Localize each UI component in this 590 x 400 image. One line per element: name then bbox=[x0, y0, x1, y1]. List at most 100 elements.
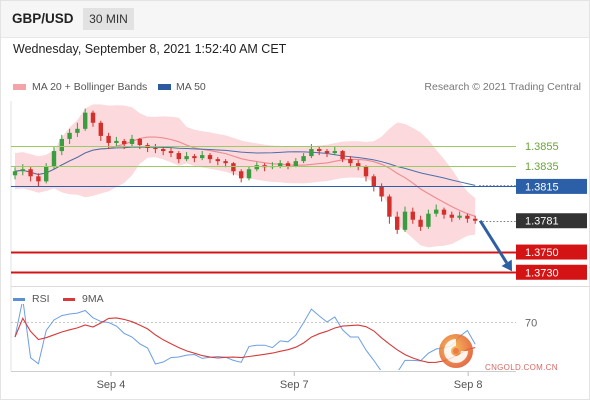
candle bbox=[192, 154, 197, 163]
rsi-legend-label: RSI bbox=[32, 293, 50, 305]
support-level-label: 1.3730 bbox=[525, 267, 559, 279]
resistance-level-label: 1.3855 bbox=[525, 141, 559, 153]
candle-body bbox=[239, 171, 244, 179]
candle bbox=[200, 151, 205, 161]
candle-body bbox=[285, 163, 291, 167]
candle bbox=[293, 158, 298, 168]
candle bbox=[59, 134, 64, 156]
candle bbox=[363, 165, 369, 182]
candle bbox=[387, 194, 392, 224]
candle bbox=[129, 134, 135, 146]
support-label-box bbox=[516, 264, 587, 280]
candle bbox=[215, 157, 220, 166]
candle-body bbox=[20, 169, 25, 172]
rsi-ma-line bbox=[14, 317, 476, 363]
candle bbox=[340, 150, 345, 163]
candle bbox=[434, 204, 439, 217]
candle-body bbox=[83, 112, 88, 129]
candle-body bbox=[449, 214, 454, 218]
candle-body bbox=[465, 215, 470, 219]
pivot-level-label: 1.3815 bbox=[525, 181, 559, 193]
pivot-label-box bbox=[516, 178, 587, 194]
resistance-level-label: 1.3835 bbox=[525, 161, 559, 173]
candle bbox=[231, 162, 236, 176]
candle-body bbox=[356, 163, 361, 167]
candle-body bbox=[168, 151, 174, 154]
symbol-title: GBP/USD bbox=[12, 11, 74, 26]
candle-body bbox=[106, 135, 111, 143]
candle bbox=[457, 211, 462, 220]
candle bbox=[176, 151, 181, 164]
candle bbox=[418, 215, 423, 231]
candle-body bbox=[28, 169, 33, 177]
candle-body bbox=[387, 196, 392, 217]
candle-body bbox=[332, 151, 337, 154]
forecast-arrow-head bbox=[501, 259, 512, 272]
rsi-legend-swatch bbox=[13, 298, 25, 301]
candle-body bbox=[402, 211, 408, 230]
candle-body bbox=[98, 122, 103, 136]
candle-body bbox=[51, 151, 57, 167]
candle-body bbox=[129, 138, 135, 144]
forecast-arrow-shaft bbox=[478, 219, 508, 264]
support-label-box bbox=[516, 244, 587, 260]
candle bbox=[441, 207, 447, 219]
candle-body bbox=[254, 165, 259, 170]
last-price-label-box bbox=[516, 213, 587, 229]
candle bbox=[356, 160, 361, 171]
candle-body bbox=[418, 219, 423, 227]
candle-body bbox=[192, 156, 197, 159]
candle bbox=[122, 138, 127, 150]
candle bbox=[223, 159, 228, 168]
candle bbox=[98, 120, 103, 141]
candle-body bbox=[44, 166, 49, 182]
candle-body bbox=[434, 209, 439, 214]
candle bbox=[285, 161, 291, 170]
candle-body bbox=[301, 156, 306, 162]
candle bbox=[246, 166, 252, 181]
candle bbox=[12, 167, 18, 180]
candle-body bbox=[153, 148, 158, 150]
candle bbox=[301, 153, 306, 164]
candle bbox=[317, 146, 322, 156]
candle bbox=[395, 211, 400, 234]
candle-body bbox=[223, 161, 228, 164]
candle-body bbox=[12, 171, 18, 176]
rsi-ma-legend-swatch bbox=[63, 298, 75, 301]
candle-body bbox=[215, 159, 220, 162]
candle bbox=[324, 149, 330, 158]
candle-body bbox=[67, 132, 72, 139]
x-tick-label: Sep 8 bbox=[454, 379, 483, 391]
ma20-legend-label: MA 20 + Bollinger Bands bbox=[32, 81, 148, 93]
candle-body bbox=[114, 140, 119, 143]
candle-body bbox=[137, 138, 142, 145]
candle-body bbox=[363, 166, 369, 177]
main-plot bbox=[12, 104, 478, 248]
watermark-logo-icon bbox=[439, 334, 473, 368]
candle bbox=[239, 169, 244, 183]
candle-body bbox=[348, 159, 353, 164]
candle bbox=[332, 147, 337, 156]
timeframe-badge[interactable]: 30 MIN bbox=[83, 8, 134, 30]
candle bbox=[426, 209, 431, 229]
candle-body bbox=[207, 155, 213, 160]
candle bbox=[348, 156, 353, 168]
candle bbox=[114, 136, 119, 148]
candle-body bbox=[246, 169, 252, 179]
candle bbox=[51, 147, 57, 170]
candle bbox=[410, 207, 415, 224]
candle-body bbox=[309, 149, 314, 157]
candle-body bbox=[59, 138, 64, 152]
candle bbox=[449, 211, 454, 222]
candle-body bbox=[441, 209, 447, 215]
candle-body bbox=[231, 163, 236, 172]
candle-body bbox=[371, 176, 376, 187]
candle-body bbox=[426, 213, 431, 227]
candle-body bbox=[75, 128, 80, 133]
candle bbox=[207, 153, 213, 164]
candle-body bbox=[379, 186, 384, 197]
candle bbox=[90, 110, 96, 127]
timestamp: Wednesday, September 8, 2021 1:52:40 AM … bbox=[13, 42, 287, 56]
